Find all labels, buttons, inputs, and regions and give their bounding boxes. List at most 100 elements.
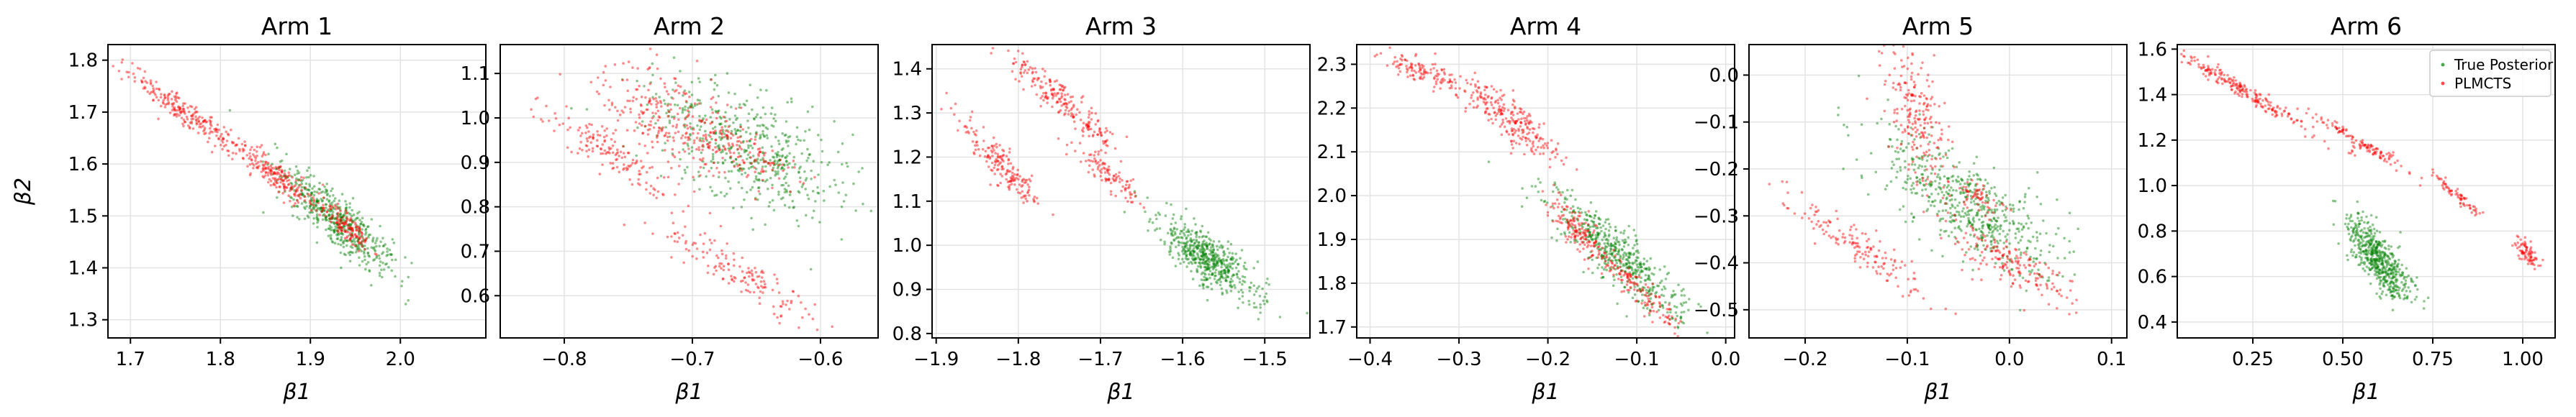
data-point	[1109, 190, 1113, 193]
data-point	[240, 142, 244, 146]
data-point	[759, 136, 762, 139]
data-point	[1244, 267, 1248, 271]
series-true-posterior	[228, 109, 413, 306]
data-point	[833, 178, 836, 182]
data-point	[1943, 193, 1945, 197]
data-point	[1565, 208, 1568, 211]
data-point	[1476, 98, 1479, 101]
data-point	[2048, 279, 2051, 282]
data-point	[1064, 98, 1067, 101]
data-point	[1639, 290, 1642, 293]
data-point	[1484, 110, 1488, 113]
data-point	[602, 152, 605, 155]
data-point	[1623, 270, 1627, 273]
data-point	[1610, 252, 1613, 255]
data-point	[1643, 293, 1646, 297]
data-point	[764, 283, 767, 286]
data-point	[641, 132, 645, 134]
data-point	[1088, 125, 1090, 128]
data-point	[340, 226, 343, 229]
data-point	[1193, 242, 1196, 244]
data-point	[797, 138, 800, 142]
data-point	[1525, 144, 1529, 147]
data-point	[337, 233, 340, 237]
data-point	[263, 162, 267, 166]
data-point	[1702, 342, 1705, 344]
data-point	[332, 206, 335, 209]
data-point	[797, 170, 800, 173]
data-point	[1190, 257, 1194, 260]
data-point	[1641, 288, 1645, 292]
data-point	[810, 178, 813, 180]
data-point	[1208, 252, 1211, 256]
data-point	[1233, 283, 1236, 287]
data-point	[266, 163, 269, 166]
data-point	[1666, 272, 1669, 276]
data-point	[770, 124, 774, 127]
data-point	[812, 160, 815, 162]
data-point	[664, 134, 667, 137]
data-point	[712, 132, 715, 135]
data-point	[2020, 251, 2023, 255]
data-point	[1629, 273, 1632, 276]
data-point	[1576, 240, 1579, 244]
data-point	[749, 132, 752, 135]
data-point	[745, 175, 749, 178]
data-point	[746, 157, 749, 160]
data-point	[751, 272, 754, 275]
data-point	[1925, 159, 1929, 162]
data-point	[1587, 223, 1590, 226]
data-point	[1047, 96, 1049, 99]
data-point	[977, 35, 980, 37]
data-point	[817, 192, 821, 195]
data-point	[1139, 202, 1142, 206]
data-point	[1917, 238, 1921, 241]
data-point	[1604, 252, 1606, 255]
data-point	[1500, 112, 1504, 115]
data-point	[604, 65, 607, 68]
data-point	[585, 137, 589, 140]
data-point	[320, 200, 324, 203]
data-point	[641, 112, 644, 115]
data-point	[720, 252, 724, 256]
data-point	[1093, 154, 1096, 157]
data-point	[1399, 58, 1402, 60]
data-point	[358, 211, 361, 214]
data-point	[1654, 292, 1657, 295]
data-point	[676, 112, 679, 116]
data-point	[1091, 168, 1094, 171]
data-point	[729, 187, 732, 190]
data-point	[987, 154, 990, 157]
data-point	[1668, 318, 1671, 321]
data-point	[1612, 249, 1615, 252]
data-point	[1628, 271, 1632, 274]
data-point	[774, 113, 777, 116]
data-point	[1201, 247, 1205, 250]
data-point	[684, 105, 687, 109]
data-point	[1604, 218, 1608, 221]
data-point	[953, 113, 956, 116]
data-point	[1063, 98, 1066, 101]
data-point	[1022, 88, 1025, 91]
data-point	[718, 115, 722, 119]
data-point	[699, 233, 702, 237]
data-point	[633, 162, 637, 165]
data-point	[1643, 267, 1646, 270]
data-point	[1197, 244, 1201, 248]
data-point	[764, 160, 767, 163]
data-point	[1938, 182, 1941, 185]
data-point	[1572, 219, 1576, 223]
data-point	[194, 115, 197, 118]
data-point	[1061, 84, 1065, 88]
data-point	[729, 137, 733, 139]
data-point	[364, 233, 367, 236]
data-point	[333, 228, 337, 231]
data-point	[702, 256, 705, 259]
data-point	[1679, 317, 1683, 320]
data-point	[322, 213, 326, 216]
data-point	[727, 142, 731, 145]
data-point	[1026, 60, 1029, 63]
data-point	[558, 123, 561, 127]
data-point	[300, 182, 304, 185]
data-point	[547, 119, 551, 122]
